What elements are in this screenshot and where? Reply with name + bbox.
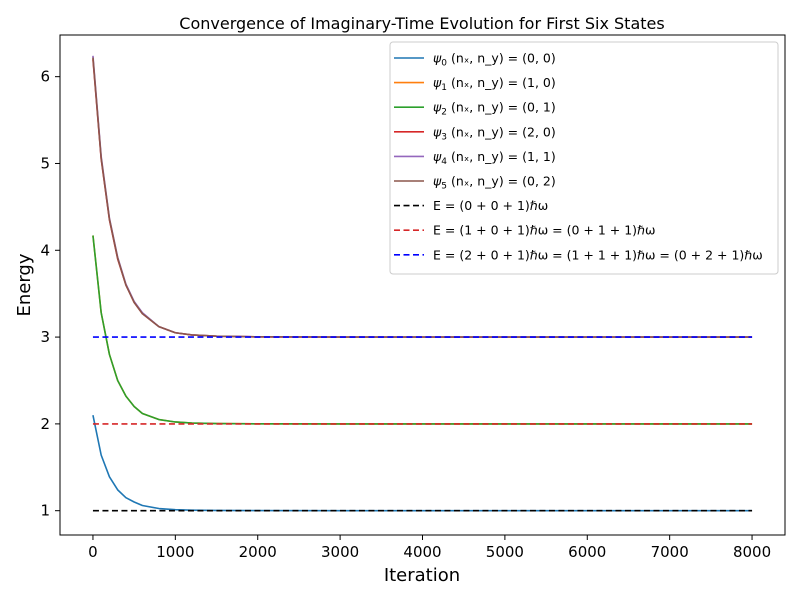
x-tick-label: 5000: [486, 543, 524, 561]
series-line-2: [92, 235, 753, 425]
y-tick-label: 1: [40, 502, 50, 520]
legend-label-1: ψ1 (nₓ, n_y) = (1, 0): [433, 75, 556, 93]
x-tick-label: 8000: [733, 543, 771, 561]
plot-lines: [92, 55, 753, 512]
legend-label-7: E = (1 + 0 + 1)ℏω = (0 + 1 + 1)ℏω: [433, 223, 655, 238]
legend-label-8: E = (2 + 0 + 1)ℏω = (1 + 1 + 1)ℏω = (0 +…: [433, 247, 763, 262]
series-line-0: [92, 415, 753, 512]
legend-label-6: E = (0 + 0 + 1)ℏω: [433, 198, 548, 213]
x-axis: 0 1000 2000 3000 4000 5000 6000 7000 8000: [88, 535, 771, 561]
x-axis-title: Iteration: [384, 565, 460, 586]
legend-label-4: ψ4 (nₓ, n_y) = (1, 1): [433, 149, 556, 167]
legend-label-2: ψ2 (nₓ, n_y) = (0, 1): [433, 100, 556, 118]
x-tick-label: 7000: [651, 543, 689, 561]
legend-label-5: ψ5 (nₓ, n_y) = (0, 2): [433, 174, 556, 192]
y-tick-label: 3: [40, 328, 50, 346]
y-tick-label: 5: [40, 154, 50, 172]
series-line-5: [92, 57, 753, 338]
x-tick-label: 4000: [403, 543, 441, 561]
legend: ψ0 (nₓ, n_y) = (0, 0) ψ1 (nₓ, n_y) = (1, …: [389, 41, 779, 275]
legend-box: [389, 41, 779, 275]
x-tick-label: 6000: [568, 543, 606, 561]
legend-label-3: ψ3 (nₓ, n_y) = (2, 0): [433, 124, 556, 142]
legend-label-0: ψ0 (nₓ, n_y) = (0, 0): [433, 51, 556, 69]
chart-title: Convergence of Imaginary-Time Evolution …: [179, 14, 664, 33]
x-tick-label: 0: [88, 543, 98, 561]
x-tick-label: 2000: [239, 543, 277, 561]
y-tick-label: 4: [40, 241, 50, 259]
x-tick-label: 1000: [156, 543, 194, 561]
y-axis: 1 2 3 4 5 6: [40, 68, 60, 520]
y-tick-label: 6: [40, 68, 50, 86]
y-tick-label: 2: [40, 415, 50, 433]
y-axis-title: Energy: [14, 253, 35, 316]
x-tick-label: 3000: [321, 543, 359, 561]
